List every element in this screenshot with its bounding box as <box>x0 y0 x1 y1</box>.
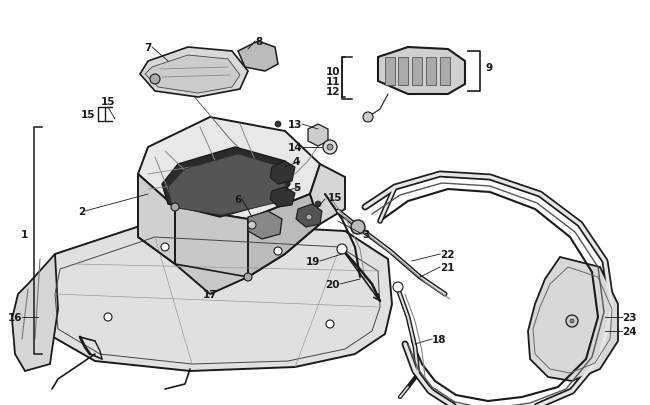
Text: 18: 18 <box>432 334 447 344</box>
Text: 12: 12 <box>326 87 340 97</box>
Polygon shape <box>270 162 295 185</box>
Polygon shape <box>145 56 240 94</box>
Circle shape <box>248 222 256 230</box>
Circle shape <box>323 141 337 155</box>
Polygon shape <box>378 48 465 95</box>
Text: 14: 14 <box>287 143 302 153</box>
Circle shape <box>171 203 179 211</box>
Circle shape <box>351 220 365 234</box>
Circle shape <box>150 75 160 85</box>
Polygon shape <box>248 211 282 239</box>
Text: 19: 19 <box>306 256 320 266</box>
Polygon shape <box>248 194 320 277</box>
Polygon shape <box>140 48 248 98</box>
Circle shape <box>566 315 578 327</box>
Text: 17: 17 <box>203 289 217 299</box>
Polygon shape <box>138 118 320 220</box>
Polygon shape <box>42 222 392 371</box>
Circle shape <box>326 320 334 328</box>
Polygon shape <box>310 164 345 224</box>
Circle shape <box>161 243 169 252</box>
Text: 13: 13 <box>287 120 302 130</box>
Polygon shape <box>138 175 175 264</box>
Circle shape <box>244 273 252 281</box>
Text: 1: 1 <box>21 230 28 239</box>
Text: 10: 10 <box>326 67 340 77</box>
Circle shape <box>337 244 347 254</box>
Text: 8: 8 <box>255 37 262 47</box>
Circle shape <box>275 122 281 128</box>
Circle shape <box>104 313 112 321</box>
Polygon shape <box>168 155 286 215</box>
Text: 15: 15 <box>328 192 343 202</box>
Text: 15: 15 <box>101 97 115 107</box>
Text: 6: 6 <box>235 194 242 205</box>
Polygon shape <box>528 257 618 381</box>
Text: 24: 24 <box>622 326 636 336</box>
Polygon shape <box>175 207 248 294</box>
Polygon shape <box>12 254 58 371</box>
Text: 5: 5 <box>292 183 300 192</box>
Circle shape <box>327 145 333 151</box>
Text: 21: 21 <box>440 262 454 272</box>
Text: 20: 20 <box>326 279 340 289</box>
Text: 7: 7 <box>144 43 152 53</box>
Text: 15: 15 <box>81 110 95 120</box>
Polygon shape <box>412 58 422 86</box>
Circle shape <box>393 282 403 292</box>
Circle shape <box>315 202 321 207</box>
Circle shape <box>306 215 312 220</box>
Text: 11: 11 <box>326 77 340 87</box>
Text: 23: 23 <box>622 312 636 322</box>
Text: 2: 2 <box>78 207 85 216</box>
Polygon shape <box>440 58 450 86</box>
Polygon shape <box>385 58 395 86</box>
Polygon shape <box>296 205 322 228</box>
Text: 4: 4 <box>292 157 300 166</box>
Polygon shape <box>308 125 328 147</box>
Text: 22: 22 <box>440 249 454 259</box>
Polygon shape <box>426 58 436 86</box>
Polygon shape <box>238 42 278 72</box>
Circle shape <box>363 113 373 123</box>
Polygon shape <box>270 188 295 207</box>
Text: 16: 16 <box>8 312 22 322</box>
Text: 3: 3 <box>362 230 369 239</box>
Circle shape <box>570 319 574 323</box>
Polygon shape <box>398 58 408 86</box>
Polygon shape <box>162 148 290 217</box>
Text: 9: 9 <box>485 63 492 73</box>
Circle shape <box>274 247 282 256</box>
